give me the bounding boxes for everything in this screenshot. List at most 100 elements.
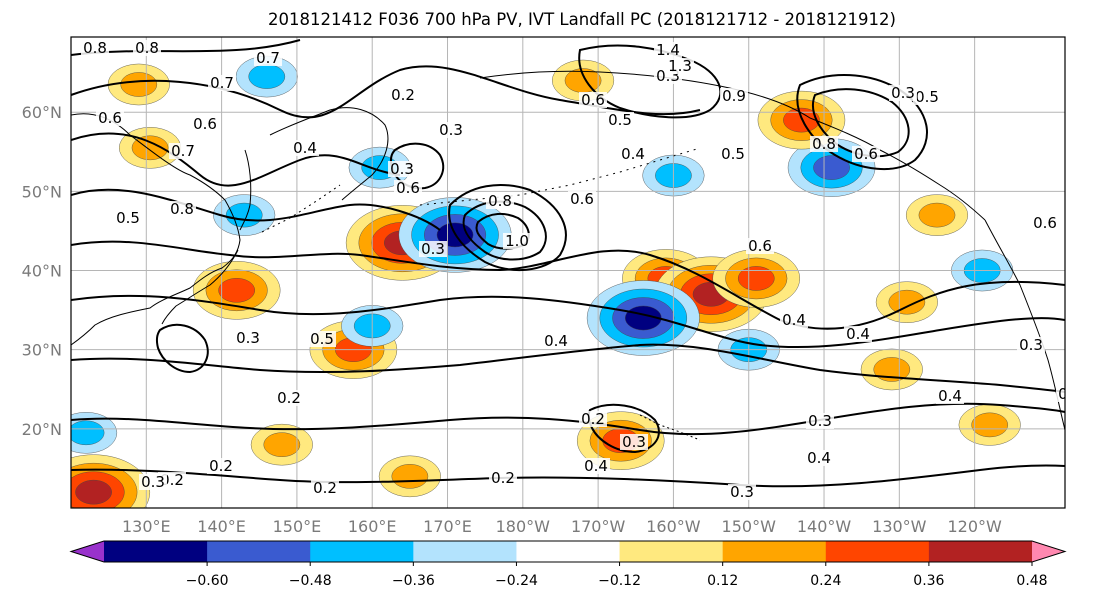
contour-label-bg: [388, 161, 416, 177]
colorbar-tick-label: −0.48: [289, 573, 332, 589]
contour-label: 0.6: [1033, 214, 1057, 232]
shaded-anomaly: [860, 348, 923, 391]
shaded-anomaly: [958, 404, 1021, 446]
contour-label: 0.4: [584, 457, 608, 475]
contour-label-bg: [489, 470, 517, 486]
contour-label-bg: [579, 92, 607, 108]
contour-label: 0.7: [256, 49, 280, 67]
colorbar-tick-label: 0.36: [913, 573, 944, 589]
coastlines: [71, 70, 1065, 441]
lon-tick-label: 130°E: [122, 517, 171, 536]
colorbar-bin: [722, 541, 827, 562]
contour-line: [155, 323, 209, 374]
shade-level: [391, 464, 429, 489]
contour-label-bg: [311, 480, 339, 496]
lon-tick-label: 150°W: [722, 517, 777, 536]
lat-tick-label: 20°N: [22, 420, 62, 439]
contour-label: 0.8: [488, 192, 512, 210]
contour-label-bg: [719, 146, 747, 162]
colorbar-bin: [825, 541, 930, 562]
contour-label-bg: [582, 458, 610, 474]
contour-label-bg: [620, 434, 648, 450]
contour-label-bg: [542, 333, 570, 349]
contour-label-bg: [852, 146, 880, 162]
contour-label: 0.2: [277, 389, 301, 407]
colorbar-tick-label: −0.24: [495, 573, 538, 589]
lon-tick-label: 160°E: [348, 517, 397, 536]
contour-label: 0.3: [390, 160, 414, 178]
shade-level: [120, 72, 158, 97]
lat-tick-label: 30°N: [22, 341, 62, 360]
lon-tick-label: 140°W: [797, 517, 852, 536]
shaded-anomaly: [71, 412, 118, 454]
contour-label-bg: [654, 42, 682, 58]
lon-tick-label: 170°E: [423, 517, 472, 536]
contour-label: 0.7: [210, 74, 234, 92]
contour-label-bg: [114, 210, 142, 226]
shaded-anomaly: [586, 280, 700, 356]
contour-label: 0.2: [209, 457, 233, 475]
contour-label: 0.4: [544, 332, 568, 350]
contour-label: 0.2: [391, 86, 415, 104]
pv-contours: [71, 39, 1065, 488]
lon-tick-label: 170°W: [571, 517, 626, 536]
contour-label: 0.7: [171, 142, 195, 160]
colorbar-bin: [928, 541, 1033, 562]
colorbar-bin: [104, 541, 208, 562]
contour-label-bg: [810, 136, 838, 152]
shade-level: [75, 479, 112, 505]
coast-alaska: [479, 70, 986, 221]
colorbar-bin: [207, 541, 311, 562]
contour-label-bg: [275, 390, 303, 406]
contour-label-bg: [133, 40, 161, 56]
contour-label-bg: [728, 484, 756, 500]
contour-label-bg: [666, 58, 694, 74]
contour-label: 0.3: [891, 84, 915, 102]
contour-label: 1.4: [656, 41, 680, 59]
contour-label: 0.4: [621, 145, 645, 163]
shaded-anomaly: [378, 455, 441, 498]
lon-tick-label: 160°W: [646, 517, 701, 536]
contour-label: 0.4: [938, 387, 962, 405]
contour-label-bg: [780, 312, 808, 328]
shaded-anomaly: [875, 281, 938, 323]
contour-label-bg: [1031, 215, 1059, 231]
contour-label: 0.4: [782, 311, 806, 329]
contour-line: [71, 240, 1065, 330]
shade-level: [813, 155, 850, 180]
coast-aleutians: [419, 147, 701, 206]
contour-label: 1.3: [668, 57, 692, 75]
contour-label-bg: [805, 450, 833, 466]
contour-label-bg: [139, 474, 167, 490]
contour-label: 0.4: [293, 139, 317, 157]
shade-level: [888, 289, 926, 315]
shaded-anomaly: [250, 423, 313, 466]
contour-label: 0.6: [193, 115, 217, 133]
contour-label: 0.4: [807, 449, 831, 467]
contour-label: 0.2: [313, 479, 337, 497]
shading-layer: [71, 55, 1021, 508]
contour-label: 0.3: [622, 433, 646, 451]
contour-label: 0.2: [581, 410, 605, 428]
coast-japan: [161, 249, 239, 325]
contour-label: 0.5: [116, 209, 140, 227]
contour-label: 0.8: [83, 39, 107, 57]
contour-label-bg: [606, 112, 634, 128]
contour-label: 0.6: [748, 237, 772, 255]
lon-tick-label: 180°W: [496, 517, 551, 536]
contour-label-bg: [234, 330, 262, 346]
coast-hawaii: [639, 414, 701, 441]
contour-label: 0.3: [236, 329, 260, 347]
contour-labels: 0.8 0.80.70.70.6 0.60.70.80.50.40.60.20.30…: [81, 39, 1065, 501]
shaded-anomaly: [712, 249, 800, 308]
contour-line: [71, 343, 1065, 393]
lon-tick-label: 120°W: [947, 517, 1002, 536]
grid-lines: [71, 37, 1065, 508]
colorbar-tick-label: −0.36: [392, 573, 435, 589]
contour-label-bg: [503, 233, 531, 249]
contour-label: 0.6: [854, 145, 878, 163]
shaded-anomaly: [107, 63, 170, 106]
shade-level: [71, 420, 105, 446]
contour-label-bg: [394, 180, 422, 196]
